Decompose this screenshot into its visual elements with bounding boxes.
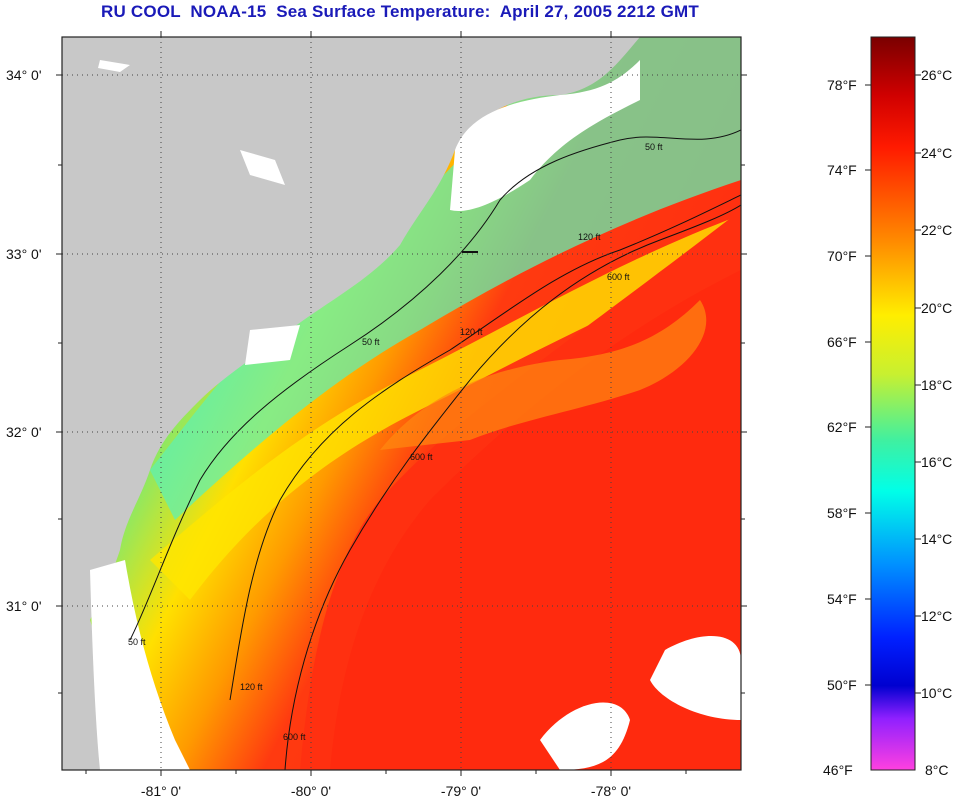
warm-eddy <box>380 300 707 450</box>
lat-label: 33° 0' <box>6 246 42 262</box>
colorbar-label-f: 66°F <box>827 334 857 350</box>
cloud-patch <box>540 702 630 770</box>
contour-label-50ft: 50 ft <box>645 142 663 152</box>
contour-label-600ft: 600 ft <box>283 732 306 742</box>
cool-water-band <box>150 37 741 520</box>
contour-label-600ft: 600 ft <box>410 452 433 462</box>
colorbar-label-c: 20°C <box>921 300 952 316</box>
inland-lake <box>240 150 285 185</box>
cloud-patch <box>90 560 190 770</box>
colorbar-label-c: 24°C <box>921 145 952 161</box>
colorbar-label-f: 50°F <box>827 677 857 693</box>
contour-label-50ft: 50 ft <box>128 637 146 647</box>
contour-label-120ft: 120 ft <box>240 682 263 692</box>
colorbar-label-c: 26°C <box>921 67 952 83</box>
axis-ticks <box>56 31 747 776</box>
mid-water-band <box>150 215 741 600</box>
land-mass <box>62 37 640 620</box>
map-frame <box>61 36 742 771</box>
colorbar-label-f: 54°F <box>827 591 857 607</box>
lon-label: -81° 0' <box>141 783 181 799</box>
cloud-patch <box>245 325 300 365</box>
colorbar <box>870 36 916 771</box>
isobath-120ft <box>229 194 741 701</box>
colorbar-label-c: 8°C <box>925 762 949 778</box>
cloud-patch <box>450 60 640 211</box>
map-title: RU COOL NOAA-15 Sea Surface Temperature:… <box>101 2 699 21</box>
gulf-stream-core <box>330 270 741 770</box>
lon-label: -80° 0' <box>291 783 331 799</box>
isobath-600ft <box>284 204 741 770</box>
isobath-50ft <box>129 129 741 641</box>
colorbar-label-c: 18°C <box>921 377 952 393</box>
contour-label-120ft: 120 ft <box>460 327 483 337</box>
map-plot <box>62 37 741 770</box>
lon-label: -79° 0' <box>441 783 481 799</box>
inland-lake <box>98 60 130 72</box>
lat-label: 34° 0' <box>6 67 42 83</box>
lat-label: 32° 0' <box>6 424 42 440</box>
colorbar-label-c: 14°C <box>921 531 952 547</box>
colorbar-label-f: 74°F <box>827 162 857 178</box>
colorbar-label-c: 16°C <box>921 454 952 470</box>
colorbar-label-f: 78°F <box>827 77 857 93</box>
colorbar-label-c: 12°C <box>921 608 952 624</box>
cloud-patch <box>650 636 741 720</box>
colorbar-ticks <box>865 74 921 694</box>
colorbar-label-f: 62°F <box>827 419 857 435</box>
lon-label: -78° 0' <box>591 783 631 799</box>
colorbar-label-c: 10°C <box>921 685 952 701</box>
contour-label-120ft: 120 ft <box>578 232 601 242</box>
colorbar-label-c: 22°C <box>921 222 952 238</box>
colorbar-label-f: 46°F <box>823 762 853 778</box>
colorbar-label-f: 70°F <box>827 248 857 264</box>
contour-label-50ft: 50 ft <box>362 337 380 347</box>
colorbar-label-f: 58°F <box>827 505 857 521</box>
graticule <box>62 37 741 770</box>
contour-label-600ft: 600 ft <box>607 272 630 282</box>
lat-label: 31° 0' <box>6 598 42 614</box>
